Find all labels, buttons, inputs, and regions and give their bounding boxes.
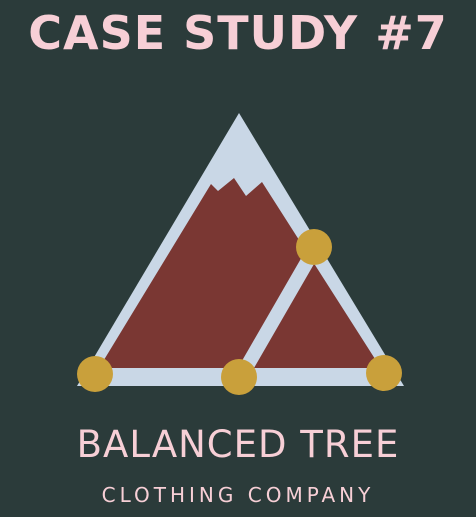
mountain-body bbox=[96, 178, 384, 373]
node-top-right bbox=[296, 229, 332, 265]
node-bottom-left bbox=[77, 356, 113, 392]
strut-line-diagonal bbox=[232, 243, 321, 387]
brand-name: BALANCED TREE bbox=[76, 423, 400, 466]
node-bottom-right bbox=[366, 355, 402, 391]
brand-tagline: CLOTHING COMPANY bbox=[101, 483, 375, 507]
node-bottom-middle bbox=[221, 359, 257, 395]
case-study-title: CASE STUDY #7 bbox=[28, 6, 448, 60]
